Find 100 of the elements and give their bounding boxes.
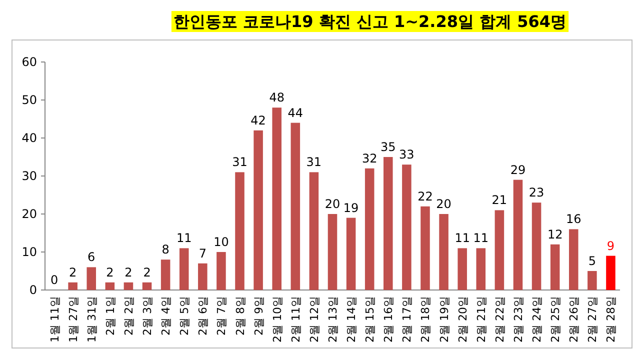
bar (384, 157, 393, 290)
x-tick-label: 2월 5일 (178, 296, 192, 336)
data-label: 20 (324, 197, 340, 211)
x-tick-label: 2월 1일 (104, 296, 117, 336)
bar (476, 248, 486, 290)
x-tick-label: 2월 19일 (438, 296, 451, 342)
bar (235, 172, 244, 290)
bar (272, 108, 282, 290)
bar (532, 202, 542, 290)
data-label: 29 (510, 162, 526, 177)
bar (68, 282, 78, 290)
x-tick-label: 1월 11일 (48, 296, 62, 342)
bar (142, 282, 152, 290)
y-tick-label: 0 (29, 283, 37, 297)
x-tick-label: 2월 8일 (234, 296, 247, 336)
x-tick-label: 2월 17일 (400, 296, 414, 342)
data-label: 0 (50, 273, 58, 287)
x-tick-label: 2월 11일 (289, 296, 302, 342)
y-tick-label: 40 (22, 131, 37, 145)
x-tick-label: 2월 23일 (512, 296, 525, 342)
data-label: 2 (69, 265, 77, 280)
x-tick-label: 2월 18일 (419, 296, 432, 342)
bar (402, 164, 412, 290)
bar (588, 271, 597, 290)
data-label: 8 (162, 242, 170, 257)
data-label: 19 (343, 200, 359, 215)
y-tick-label: 60 (22, 55, 37, 69)
data-label: 11 (473, 231, 489, 246)
x-tick-label: 2월 24일 (530, 296, 544, 342)
bar (439, 214, 448, 290)
bar (309, 172, 319, 290)
data-label: 16 (566, 212, 582, 226)
bar (216, 252, 226, 290)
data-label: 6 (88, 250, 96, 264)
data-label: 2 (143, 265, 151, 280)
bar (513, 180, 523, 290)
bar (346, 218, 356, 290)
bar (494, 210, 504, 290)
x-tick-label: 2월 20일 (456, 296, 470, 342)
bar (86, 267, 96, 290)
x-tick-label: 2월 12일 (308, 296, 321, 342)
y-tick-label: 20 (22, 207, 37, 221)
x-tick-label: 2월 25일 (549, 296, 562, 342)
x-tick-label: 2월 28일 (604, 296, 618, 342)
x-tick-label: 2월 26일 (568, 296, 581, 342)
data-label: 11 (176, 231, 192, 246)
data-label: 5 (588, 254, 596, 268)
x-tick-label: 2월 21일 (474, 296, 488, 342)
x-tick-label: 2월 22일 (493, 296, 506, 342)
x-tick-label: 2월 15일 (364, 296, 377, 342)
bar (124, 282, 134, 290)
y-tick-label: 30 (22, 169, 37, 183)
x-tick-label: 2월 4일 (160, 296, 173, 336)
data-label: 20 (436, 197, 452, 211)
x-tick-label: 2월 2일 (122, 296, 136, 336)
data-label: 12 (547, 227, 563, 242)
data-label: 9 (606, 238, 615, 253)
data-label: 2 (106, 265, 114, 280)
data-label: 7 (198, 246, 206, 260)
data-label: 33 (399, 148, 414, 162)
bar (550, 244, 560, 290)
x-tick-label: 2월 16일 (382, 296, 396, 342)
bar (328, 214, 338, 290)
x-tick-label: 2월 6일 (196, 296, 210, 336)
x-tick-label: 1월 31일 (85, 296, 98, 342)
data-label: 48 (269, 90, 284, 105)
bar (198, 263, 208, 290)
x-tick-label: 2월 14일 (345, 296, 358, 342)
data-label: 35 (380, 140, 396, 154)
data-label: 32 (362, 151, 378, 166)
bar (290, 122, 300, 290)
bar (160, 260, 170, 290)
data-label: 23 (528, 186, 544, 200)
chart-title: 한인동포 코로나19 확진 신고 1~2.28일 합계 564명 (173, 12, 567, 31)
y-tick-label: 50 (22, 93, 37, 107)
data-label: 31 (232, 155, 248, 170)
bar (420, 206, 430, 290)
x-tick-label: 2월 3일 (141, 296, 154, 336)
data-label: 22 (418, 189, 433, 204)
bar (179, 248, 189, 290)
data-label: 10 (214, 235, 229, 249)
bar (364, 168, 374, 290)
bar (606, 256, 616, 290)
bar (568, 229, 578, 290)
data-label: 42 (250, 113, 266, 128)
x-tick-label: 2월 27일 (586, 296, 600, 342)
y-tick-label: 10 (22, 245, 37, 259)
x-tick-label: 2월 13일 (326, 296, 340, 342)
bar (105, 282, 115, 290)
x-tick-label: 2월 9일 (252, 296, 266, 336)
x-tick-label: 1월 27일 (66, 296, 80, 342)
data-label: 2 (124, 265, 132, 280)
data-label: 11 (454, 231, 470, 246)
bar (458, 248, 467, 290)
data-label: 21 (492, 193, 508, 208)
bar (254, 130, 263, 290)
data-label: 31 (306, 155, 322, 170)
x-tick-label: 2월 7일 (215, 296, 228, 336)
data-label: 44 (288, 106, 304, 120)
x-tick-label: 2월 10일 (270, 296, 284, 342)
